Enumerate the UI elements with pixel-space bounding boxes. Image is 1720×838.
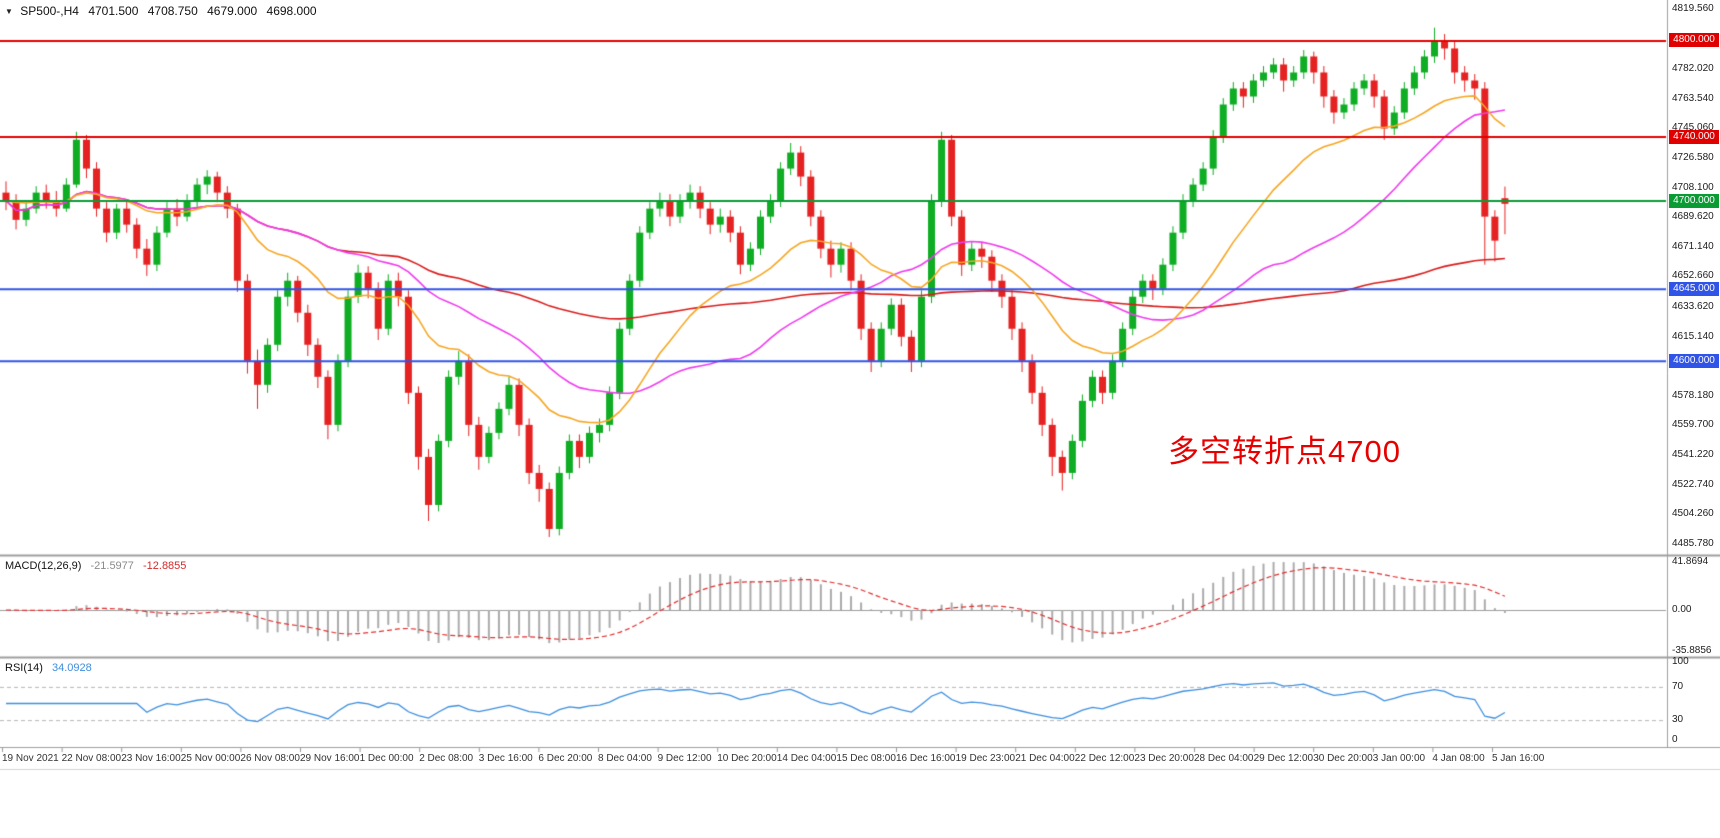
price-tick: 4782.020	[1672, 63, 1714, 75]
rsi-pane-label: RSI(14) 34.0928	[5, 662, 92, 674]
macd-scale-tick: 41.8694	[1672, 556, 1709, 568]
macd-indicator-name: MACD(12,26,9)	[5, 560, 82, 572]
time-tick: 14 Dec 04:00	[776, 753, 837, 764]
time-tick: 25 Nov 00:00	[180, 753, 241, 764]
price-level-badge: 4800.000	[1669, 33, 1719, 48]
time-tick: 4 Jan 08:00	[1432, 753, 1485, 764]
time-tick: 15 Dec 08:00	[836, 753, 896, 764]
price-tick: 4541.220	[1672, 448, 1714, 460]
time-tick: 9 Dec 12:00	[657, 753, 712, 764]
rsi-indicator-name: RSI(14)	[5, 662, 43, 674]
chart-header: ▼ SP500-,H4 4701.500 4708.750 4679.000 4…	[5, 4, 323, 18]
time-tick: 26 Nov 08:00	[240, 753, 300, 764]
time-tick: 3 Dec 16:00	[478, 753, 533, 764]
price-tick: 4522.740	[1672, 478, 1714, 490]
time-tick: 29 Dec 12:00	[1253, 753, 1314, 764]
macd-scale-tick: -35.8856	[1672, 645, 1712, 657]
macd-scale-tick: 0.00	[1672, 604, 1692, 615]
time-tick: 19 Nov 2021	[2, 753, 59, 764]
ohlc-low: 4679.000	[207, 4, 258, 18]
price-tick: 4689.620	[1672, 211, 1714, 223]
macd-signal-value: -12.8855	[142, 560, 187, 572]
rsi-scale-tick: 70	[1672, 680, 1684, 692]
time-tick: 8 Dec 04:00	[598, 753, 652, 764]
time-tick: 22 Dec 12:00	[1074, 753, 1135, 764]
price-tick: 4745.060	[1672, 122, 1714, 134]
macd-value: -21.5977	[90, 560, 134, 572]
price-tick: 4708.100	[1672, 181, 1714, 193]
price-tick: 4633.620	[1672, 300, 1714, 312]
ohlc-close: 4698.000	[266, 4, 317, 18]
time-tick: 6 Dec 20:00	[538, 753, 593, 764]
price-tick: 4726.580	[1672, 152, 1714, 164]
price-tick: 4559.700	[1672, 419, 1714, 431]
ohlc-open: 4701.500	[88, 4, 139, 18]
time-tick: 21 Dec 04:00	[1015, 753, 1075, 764]
price-tick: 4652.660	[1672, 270, 1714, 282]
time-tick: 30 Dec 20:00	[1313, 753, 1373, 764]
symbol-marker-icon: ▼	[5, 7, 13, 16]
rsi-scale-tick: 100	[1672, 656, 1689, 667]
price-tick: 4615.140	[1672, 330, 1714, 342]
macd-pane-label: MACD(12,26,9) -21.5977 -12.8855	[5, 560, 186, 572]
chart-annotation-text[interactable]: 多空转折点4700	[1168, 434, 1401, 469]
time-tick: 5 Jan 16:00	[1492, 753, 1545, 764]
rsi-scale-tick: 30	[1672, 714, 1684, 726]
ohlc-high: 4708.750	[147, 4, 198, 18]
price-level-badge: 4740.000	[1669, 129, 1719, 144]
time-tick: 28 Dec 04:00	[1194, 753, 1254, 764]
price-tick: 4504.260	[1672, 508, 1714, 520]
price-tick: 4578.180	[1672, 389, 1714, 401]
time-tick: 29 Nov 16:00	[300, 753, 360, 764]
time-tick: 19 Dec 23:00	[955, 753, 1016, 764]
rsi-scale-tick: 0	[1672, 734, 1678, 745]
time-tick: 23 Nov 16:00	[121, 753, 181, 764]
time-tick: 16 Dec 16:00	[896, 753, 956, 764]
price-level-badge: 4600.000	[1669, 353, 1719, 368]
price-tick: 4819.560	[1672, 3, 1714, 15]
price-tick: 4671.140	[1672, 240, 1714, 252]
price-axis[interactable]: 4819.560 4782.020 4763.540 4745.060 4726.580…	[1668, 0, 1720, 770]
price-level-badge: 4645.000	[1669, 281, 1719, 296]
time-tick: 23 Dec 20:00	[1134, 753, 1194, 764]
price-tick: 4763.540	[1672, 92, 1714, 104]
time-tick: 1 Dec 00:00	[359, 753, 414, 764]
time-tick: 3 Jan 00:00	[1372, 753, 1426, 764]
price-level-badge: 4700.000	[1669, 193, 1719, 208]
time-tick: 2 Dec 08:00	[419, 753, 474, 764]
time-tick: 22 Nov 08:00	[61, 753, 122, 764]
price-tick: 4485.780	[1672, 537, 1714, 549]
symbol-title: SP500-,H4	[20, 4, 79, 18]
time-tick: 10 Dec 20:00	[717, 753, 777, 764]
rsi-value: 34.0928	[51, 662, 92, 674]
